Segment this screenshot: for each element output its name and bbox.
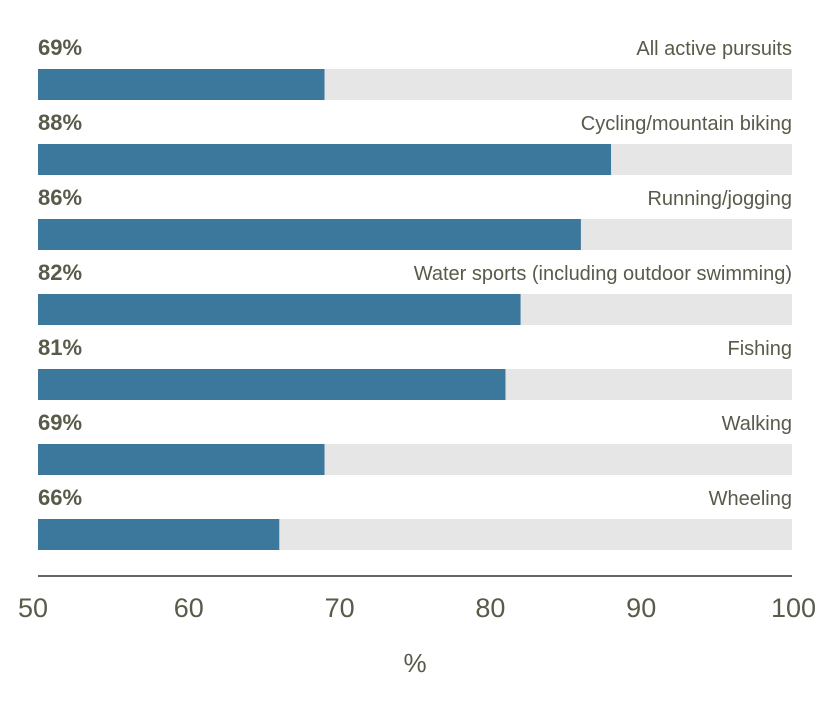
x-axis-ticks: 50 60 70 80 90 100 — [18, 593, 816, 623]
bar-row: 69% Walking — [38, 410, 792, 475]
bar-value-label: 66% — [38, 485, 82, 510]
bar-row: 86% Running/jogging — [38, 185, 792, 250]
bar-value-label: 82% — [38, 260, 82, 285]
bar-category-label: Walking — [722, 413, 792, 435]
bar-row: 66% Wheeling — [38, 485, 792, 550]
bar-category-label: Wheeling — [709, 488, 792, 510]
bar-value-label: 86% — [38, 185, 82, 210]
bars-layer: 69% All active pursuits 88% Cycling/mountai… — [38, 35, 792, 550]
x-tick-label: 60 — [174, 593, 204, 623]
bar — [38, 444, 325, 475]
bar — [38, 219, 581, 250]
bar-category-label: Fishing — [728, 338, 792, 360]
x-tick-label: 70 — [325, 593, 355, 623]
bar-value-label: 69% — [38, 35, 82, 60]
bar-category-label: Water sports (including outdoor swimming… — [414, 263, 792, 285]
bar-category-label: All active pursuits — [636, 38, 792, 60]
x-tick-label: 50 — [18, 593, 48, 623]
x-tick-label: 90 — [626, 593, 656, 623]
bar-value-label: 81% — [38, 335, 82, 360]
bar-row: 88% Cycling/mountain biking — [38, 110, 792, 175]
x-tick-label: 80 — [475, 593, 505, 623]
bar-row: 69% All active pursuits — [38, 35, 792, 100]
x-axis-title: % — [403, 648, 426, 678]
bar-category-label: Running/jogging — [647, 188, 792, 210]
bar — [38, 144, 612, 175]
bar-value-label: 88% — [38, 110, 82, 135]
bar — [38, 369, 506, 400]
bar — [38, 69, 325, 100]
bar-value-label: 69% — [38, 410, 82, 435]
x-tick-label: 100 — [771, 593, 816, 623]
bar — [38, 519, 280, 550]
bar-category-label: Cycling/mountain biking — [581, 113, 792, 135]
bar-row: 81% Fishing — [38, 335, 792, 400]
bar — [38, 294, 521, 325]
bar-row: 82% Water sports (including outdoor swimm… — [38, 260, 792, 325]
